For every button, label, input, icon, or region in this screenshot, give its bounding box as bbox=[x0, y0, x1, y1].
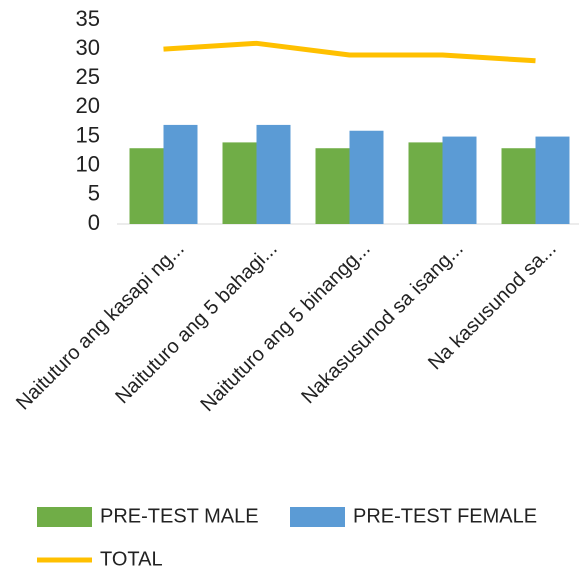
y-tick-label: 30 bbox=[76, 35, 100, 60]
bar bbox=[222, 142, 257, 224]
y-tick-label: 35 bbox=[76, 6, 100, 31]
x-tick-label: Nakasusunod sa isang... bbox=[297, 238, 467, 408]
bar bbox=[163, 124, 198, 224]
legend-label: PRE-TEST MALE bbox=[100, 505, 259, 527]
y-tick-label: 10 bbox=[76, 152, 100, 177]
y-tick-label: 5 bbox=[88, 181, 100, 206]
x-tick-label: Naituturo ang 5 bahagi... bbox=[111, 238, 281, 408]
legend-swatch bbox=[37, 507, 92, 527]
bar bbox=[129, 148, 164, 224]
bar bbox=[501, 148, 536, 224]
bar bbox=[442, 136, 477, 224]
y-tick-label: 25 bbox=[76, 64, 100, 89]
y-tick-label: 0 bbox=[88, 210, 100, 235]
bar bbox=[408, 142, 443, 224]
line bbox=[163, 40, 536, 64]
y-tick-label: 15 bbox=[76, 122, 100, 147]
y-tick-label: 20 bbox=[76, 93, 100, 118]
x-tick-label: Naituturo ang kasapi ng... bbox=[12, 238, 189, 415]
legend-label: PRE-TEST FEMALE bbox=[353, 505, 537, 527]
bar bbox=[315, 148, 350, 224]
bar bbox=[349, 130, 384, 224]
legend-label: TOTAL bbox=[100, 548, 163, 570]
bar bbox=[535, 136, 570, 224]
legend-swatch bbox=[290, 507, 345, 527]
bar bbox=[256, 124, 291, 224]
x-tick-label: Naituturo ang 5 binangg... bbox=[196, 238, 374, 416]
